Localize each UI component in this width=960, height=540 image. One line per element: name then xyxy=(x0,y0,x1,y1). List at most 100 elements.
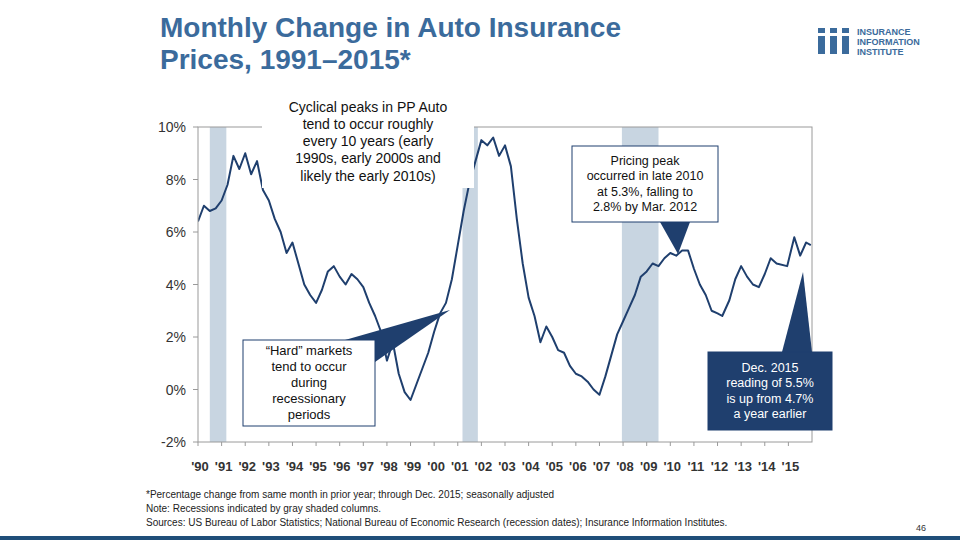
annotation-text: Pricing peak xyxy=(611,154,681,168)
logo-text: INSURANCE xyxy=(857,27,911,37)
annotation-box xyxy=(243,340,375,426)
x-tick-label: '11 xyxy=(688,459,705,474)
x-tick xyxy=(552,442,553,446)
logo-mark xyxy=(818,28,825,33)
x-tick xyxy=(741,442,742,446)
x-tick-label: '93 xyxy=(262,459,280,474)
logo-mark xyxy=(830,36,837,54)
x-tick-label: '00 xyxy=(427,459,445,474)
x-tick xyxy=(386,442,387,446)
x-tick-label: '05 xyxy=(545,459,563,474)
x-tick-label: '13 xyxy=(734,459,752,474)
title: Monthly Change in Auto Insurance Prices,… xyxy=(160,12,700,76)
x-tick-label: '08 xyxy=(616,459,634,474)
x-tick xyxy=(292,442,293,446)
x-tick xyxy=(339,442,340,446)
annotation-box xyxy=(262,96,474,188)
x-tick xyxy=(457,442,458,446)
x-tick-label: '92 xyxy=(238,459,256,474)
logo-mark xyxy=(842,36,849,54)
x-tick-label: '01 xyxy=(451,459,469,474)
page: Monthly Change in Auto Insurance Prices,… xyxy=(0,0,960,540)
x-tick-label: '95 xyxy=(309,459,327,474)
y-tick-label: 0% xyxy=(166,382,186,398)
annotation-text: is up from 4.7% xyxy=(727,392,814,406)
logo-mark xyxy=(818,36,825,54)
x-tick-label: '96 xyxy=(333,459,351,474)
x-tick-label: '97 xyxy=(357,459,375,474)
y-tick-label: 4% xyxy=(166,277,186,293)
x-tick xyxy=(764,442,765,446)
annotation-text: a year earlier xyxy=(734,407,807,421)
y-tick xyxy=(193,284,198,285)
x-tick-label: '07 xyxy=(593,459,611,474)
x-tick xyxy=(717,442,718,446)
page-number: 46 xyxy=(916,523,926,533)
x-tick-label: '02 xyxy=(475,459,493,474)
x-tick xyxy=(316,442,317,446)
y-tick-label: 6% xyxy=(166,224,186,240)
annotation-text: 1990s, early 2000s and xyxy=(295,150,441,166)
y-tick xyxy=(193,337,198,338)
x-tick xyxy=(575,442,576,446)
x-tick-label: '09 xyxy=(640,459,658,474)
y-tick-label: -2% xyxy=(161,434,186,450)
logo-mark xyxy=(830,28,837,33)
annotation-text: periods xyxy=(288,407,331,422)
annotation-pointer xyxy=(660,222,690,254)
x-tick-label: '04 xyxy=(522,459,540,474)
x-tick xyxy=(221,442,222,446)
logo: INSURANCEINFORMATIONINSTITUTE xyxy=(818,27,920,57)
annotation: Cyclical peaks in PP Autotend to occur r… xyxy=(262,96,474,188)
recession-band xyxy=(210,127,227,442)
annotation-text: reading of 5.5% xyxy=(726,376,814,390)
x-tick xyxy=(646,442,647,446)
x-tick-label: '14 xyxy=(758,459,776,474)
annotation-text: every 10 years (early xyxy=(303,133,434,149)
annotation-text: Dec. 2015 xyxy=(742,361,799,375)
annotation-text: recessionary xyxy=(272,391,346,406)
y-tick-label: 10% xyxy=(158,119,186,135)
y-tick-label: 2% xyxy=(166,329,186,345)
y-tick xyxy=(193,389,198,390)
annotation-box xyxy=(708,352,832,430)
x-tick-label: '10 xyxy=(664,459,682,474)
annotation-text: occurred in late 2010 xyxy=(587,169,704,183)
annotation-text: “Hard” markets xyxy=(266,343,353,358)
y-tick xyxy=(193,232,198,233)
annotation-box xyxy=(572,146,718,222)
annotation-text: Cyclical peaks in PP Auto xyxy=(289,99,448,115)
annotation: “Hard” marketstend to occurduringrecessi… xyxy=(243,310,450,426)
bottom-rule xyxy=(0,536,960,540)
x-tick-label: '15 xyxy=(782,459,800,474)
x-tick xyxy=(528,442,529,446)
x-tick xyxy=(363,442,364,446)
y-tick xyxy=(193,442,198,443)
footnote: Sources: US Bureau of Labor Statistics; … xyxy=(146,517,727,528)
x-tick xyxy=(505,442,506,446)
x-tick-label: '98 xyxy=(380,459,398,474)
x-tick xyxy=(410,442,411,446)
annotation-text: at 5.3%, falling to xyxy=(597,185,693,199)
x-tick xyxy=(670,442,671,446)
x-tick xyxy=(481,442,482,446)
annotation-text: tend to occur roughly xyxy=(303,116,434,132)
x-tick-label: '12 xyxy=(711,459,729,474)
x-tick xyxy=(434,442,435,446)
annotation: Dec. 2015reading of 5.5% is up from 4.7%a… xyxy=(708,272,832,430)
x-tick-label: '91 xyxy=(215,459,233,474)
x-tick-label: '03 xyxy=(498,459,516,474)
x-tick-label: '94 xyxy=(286,459,304,474)
logo-text: INFORMATION xyxy=(857,37,920,47)
x-tick xyxy=(623,442,624,446)
annotation-text: likely the early 2010s) xyxy=(300,168,435,184)
annotation-text: during xyxy=(291,375,327,390)
logo-text: INSTITUTE xyxy=(857,47,904,57)
x-tick xyxy=(599,442,600,446)
x-tick-label: '06 xyxy=(569,459,587,474)
footnote: Note: Recessions indicated by gray shade… xyxy=(146,503,381,514)
footnote: *Percentage change from same month in pr… xyxy=(146,489,554,500)
logo-mark xyxy=(842,28,849,33)
annotation-text: 2.8% by Mar. 2012 xyxy=(593,200,697,214)
y-tick xyxy=(193,127,198,128)
